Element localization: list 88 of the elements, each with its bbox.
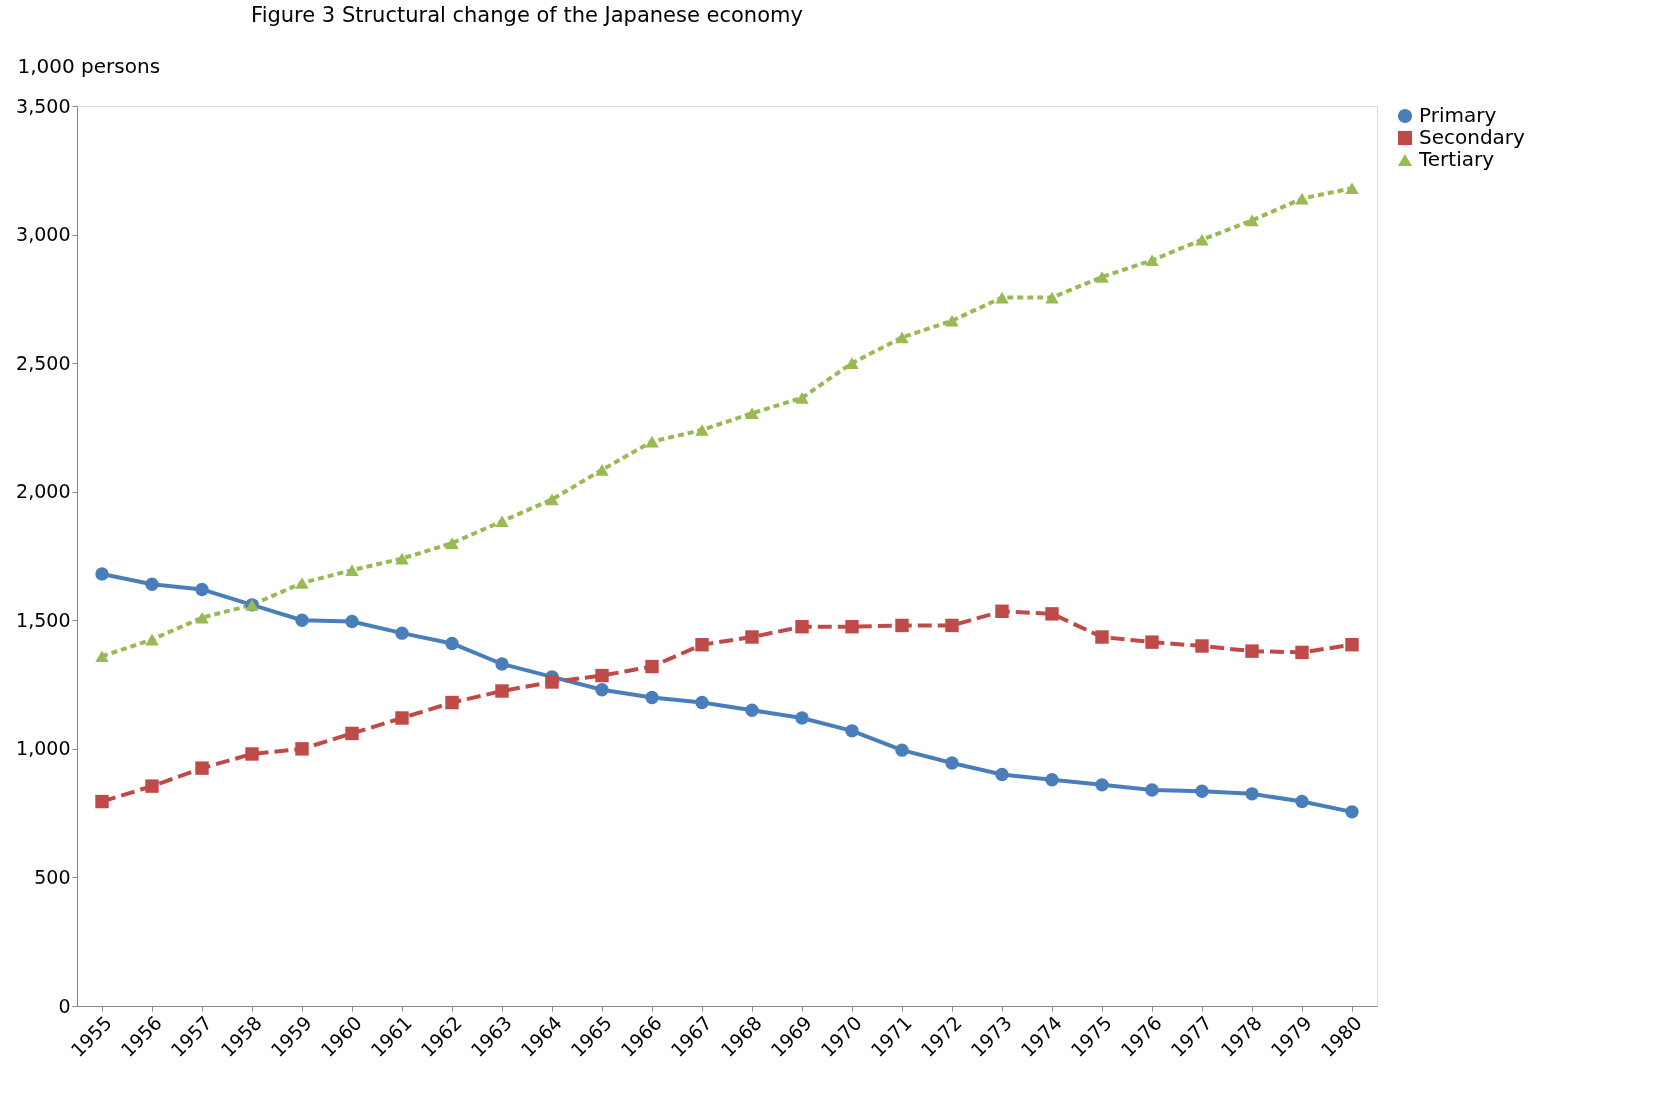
point <box>1245 214 1259 227</box>
point <box>845 724 859 738</box>
y-tick-label: 1,500 <box>16 608 71 631</box>
point <box>1095 778 1109 792</box>
point <box>295 742 309 756</box>
point <box>145 779 159 793</box>
y-tick-label: 500 <box>34 865 71 888</box>
point <box>1045 773 1059 787</box>
point <box>1145 635 1159 649</box>
y-tick-label: 3,500 <box>16 94 71 117</box>
point <box>945 618 959 633</box>
point <box>445 695 459 710</box>
point <box>645 435 659 448</box>
point <box>1295 794 1309 809</box>
point <box>195 611 209 624</box>
point <box>395 711 409 725</box>
point <box>395 626 409 640</box>
point <box>395 552 409 565</box>
y-tick-label: 1,000 <box>16 737 71 760</box>
point <box>1095 630 1109 644</box>
point <box>295 577 309 589</box>
point <box>545 675 559 689</box>
legend-label: Tertiary <box>1418 147 1495 171</box>
point <box>95 794 109 809</box>
point <box>345 614 359 629</box>
point <box>1295 192 1309 205</box>
point <box>745 407 759 420</box>
point <box>1295 645 1309 660</box>
point <box>845 620 859 634</box>
point <box>445 537 459 549</box>
point <box>495 657 509 671</box>
point <box>1245 787 1259 801</box>
point <box>495 684 509 698</box>
point <box>145 633 159 646</box>
point <box>745 703 759 717</box>
point <box>895 743 909 757</box>
point <box>945 314 959 327</box>
point <box>345 564 359 576</box>
point <box>845 357 859 369</box>
y-axis-title: 1,000 persons <box>17 53 161 78</box>
y-tick-label: 2,500 <box>16 351 71 374</box>
point <box>195 582 209 597</box>
point <box>1045 291 1059 304</box>
point <box>445 636 459 651</box>
point <box>995 291 1009 304</box>
point <box>1195 233 1209 246</box>
point <box>1345 182 1359 195</box>
y-tick-label: 2,000 <box>16 480 71 503</box>
point <box>645 690 659 705</box>
point <box>595 464 609 476</box>
point <box>895 618 909 633</box>
point <box>295 613 309 627</box>
point <box>95 567 109 581</box>
point <box>1145 783 1159 797</box>
legend-label: Secondary <box>1419 125 1526 149</box>
point <box>695 695 709 710</box>
y-tick-label: 3,000 <box>16 223 71 246</box>
point <box>1195 784 1209 798</box>
point <box>795 711 809 725</box>
point <box>195 761 209 775</box>
point <box>495 515 509 528</box>
point <box>95 650 109 663</box>
point <box>245 747 259 761</box>
point <box>545 493 559 506</box>
point <box>1345 805 1359 819</box>
point <box>1145 254 1159 267</box>
point <box>695 638 709 652</box>
point <box>695 424 709 436</box>
point <box>995 604 1009 618</box>
point <box>1045 607 1059 621</box>
legend-label: Primary <box>1419 103 1497 127</box>
point <box>795 392 809 404</box>
point <box>1345 638 1359 652</box>
point <box>745 630 759 644</box>
point <box>1245 644 1259 658</box>
point <box>595 668 609 683</box>
point <box>995 767 1009 782</box>
point <box>945 756 959 770</box>
point <box>895 331 909 344</box>
point <box>1095 271 1109 283</box>
point <box>1195 639 1209 653</box>
point <box>595 683 609 697</box>
point <box>795 620 809 634</box>
point <box>645 659 659 674</box>
point <box>345 726 359 741</box>
y-tick-label: 0 <box>58 994 71 1017</box>
chart-title: Figure 3 Structural change of the Japanese economy <box>251 3 803 27</box>
point <box>145 577 159 591</box>
